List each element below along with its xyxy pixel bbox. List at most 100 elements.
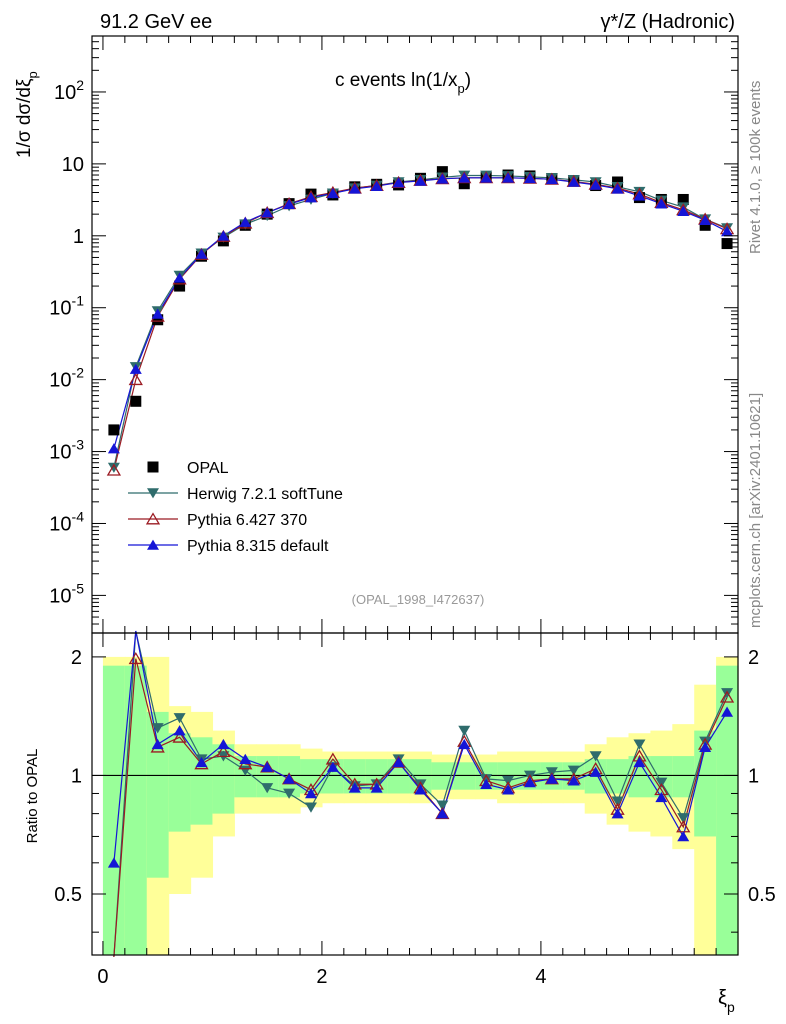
ratio-point-2-22 (589, 766, 602, 777)
ratio-point-0-26 (677, 813, 690, 824)
main-point-3-22 (589, 179, 602, 190)
main-line-2 (113, 177, 728, 471)
y-tick-label-main-7: 102 (54, 77, 84, 104)
main-point-3-15 (436, 173, 449, 184)
main-point-3-8 (283, 198, 296, 210)
band-green-25 (650, 756, 673, 798)
y-axis-label-main-sub: p (25, 71, 40, 78)
main-point-0-28 (721, 238, 733, 250)
header-left-label: 91.2 GeV ee (100, 11, 212, 33)
ratio-point-0-16 (458, 725, 471, 736)
y-tick-base: 10 (49, 370, 71, 392)
main-point-3-1 (129, 363, 142, 374)
ratio-point-2-8 (283, 773, 296, 784)
band-green-4 (190, 737, 214, 825)
ratio-point-2-0 (107, 857, 120, 868)
legend-marker-3 (147, 539, 159, 550)
main-point-3-28 (721, 226, 734, 237)
main-point-0-27 (699, 219, 711, 231)
main-point-3-5 (217, 230, 230, 241)
y-axis-label-main-text: 1/σ dσ/dξ (14, 78, 35, 158)
legend-label-1: Herwig 7.2.1 softTune (187, 486, 343, 503)
x-axis-label-text: ξ (718, 987, 727, 1009)
main-point-3-4 (195, 248, 208, 259)
ratio-point-2-26 (677, 831, 690, 842)
ratio-point-0-25 (655, 777, 668, 788)
y-tick-label-ratio-left-0: 0.5 (54, 884, 82, 906)
main-point-3-13 (392, 177, 405, 188)
main-point-3-11 (348, 183, 361, 194)
band-green-5 (212, 744, 235, 814)
ratio-point-2-5 (217, 738, 230, 750)
ratio-point-2-2 (151, 738, 164, 750)
main-point-0-3 (174, 280, 186, 292)
main-point-0-15 (436, 166, 448, 178)
x-axis-label: ξp (718, 987, 735, 1015)
ratio-point-2-9 (304, 788, 317, 799)
main-point-3-18 (502, 172, 515, 183)
ratio-point-2-11 (348, 782, 361, 793)
side-label-top: Rivet 4.1.0, ≥ 100k events (747, 81, 764, 254)
ratio-point-0-28 (721, 688, 734, 699)
legend-label-0: OPAL (187, 460, 229, 477)
band-green-26 (672, 756, 695, 798)
main-point-3-16 (458, 172, 471, 183)
main-point-3-3 (173, 272, 186, 283)
main-point-3-6 (239, 216, 252, 227)
main-point-3-27 (699, 214, 712, 225)
main-point-3-24 (633, 190, 646, 201)
y-tick-base: 10 (54, 82, 76, 104)
main-point-0-26 (677, 193, 689, 205)
y-tick-label-ratio-right-0: 0.5 (748, 884, 776, 906)
ratio-point-2-27 (699, 741, 712, 752)
main-point-3-21 (567, 176, 580, 187)
main-point-3-17 (480, 172, 493, 183)
main-point-2-1 (128, 372, 143, 386)
legend-marker-2 (145, 512, 161, 525)
y-tick-label-main-5: 1 (73, 226, 84, 248)
ratio-point-0-24 (633, 739, 646, 750)
y-tick-base: 10 (49, 513, 71, 535)
ratio-point-1-3 (172, 730, 187, 743)
y-tick-label-ratio-right-2: 2 (748, 647, 759, 669)
ratio-point-2-28 (721, 706, 734, 717)
band-green-9 (300, 759, 323, 794)
chart-title-sub: p (458, 81, 465, 96)
y-tick-exp: -5 (72, 580, 85, 596)
header-right-label: γ*/Z (Hadronic) (601, 11, 735, 33)
y-tick-label-main-4: 10-1 (49, 293, 84, 320)
band-green-2 (146, 711, 170, 878)
x-axis-label-sub: p (727, 999, 735, 1015)
y-tick-label-main-1: 10-4 (49, 508, 84, 535)
main-point-3-9 (304, 192, 317, 203)
ratio-point-0-23 (611, 796, 624, 807)
ratio-point-0-9 (304, 802, 317, 813)
main-point-3-20 (545, 173, 558, 185)
ratio-point-0-18 (502, 775, 515, 787)
main-point-3-2 (151, 308, 164, 319)
x-tick-label-2: 4 (535, 966, 546, 988)
main-point-3-19 (523, 172, 536, 184)
band-green-14 (409, 759, 433, 794)
y-tick-label-main-2: 10-3 (49, 437, 84, 464)
y-tick-base: 10 (49, 442, 71, 464)
ratio-point-0-2 (151, 723, 164, 734)
ratio-point-2-25 (655, 791, 668, 803)
main-point-2-0 (106, 463, 122, 476)
ratio-point-0-21 (567, 765, 580, 776)
legend-marker-1 (147, 488, 159, 499)
ratio-point-2-13 (392, 756, 405, 768)
main-point-3-10 (326, 187, 339, 199)
main-line-1 (113, 174, 728, 468)
legend-label-2: Pythia 6.427 370 (187, 512, 307, 529)
y-tick-base: 10 (49, 585, 71, 607)
ratio-point-2-24 (633, 756, 646, 768)
main-point-3-14 (414, 175, 427, 186)
ratio-point-2-20 (545, 773, 558, 784)
main-point-3-7 (261, 207, 274, 218)
ratio-point-2-4 (195, 756, 208, 768)
band-green-3 (168, 733, 192, 832)
main-point-0-2 (152, 314, 164, 326)
y-tick-label-ratio-left-2: 2 (71, 647, 82, 669)
